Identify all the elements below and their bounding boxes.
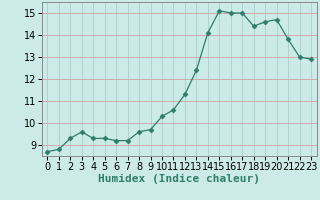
X-axis label: Humidex (Indice chaleur): Humidex (Indice chaleur) [98,174,260,184]
